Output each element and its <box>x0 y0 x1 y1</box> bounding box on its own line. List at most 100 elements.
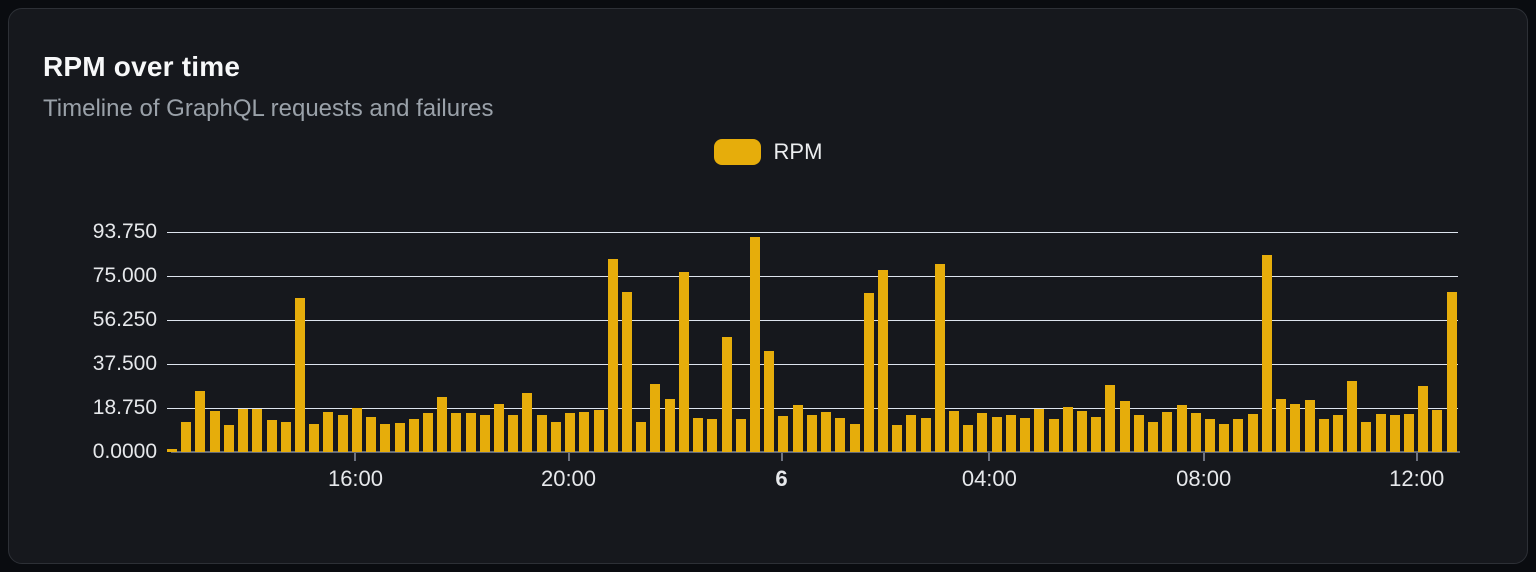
rpm-bar[interactable] <box>252 409 263 452</box>
legend: RPM <box>9 139 1527 165</box>
rpm-bar[interactable] <box>437 397 448 452</box>
rpm-bar[interactable] <box>1318 419 1329 452</box>
rpm-bar[interactable] <box>1247 413 1258 452</box>
rpm-bar[interactable] <box>1347 381 1358 452</box>
rpm-bar[interactable] <box>1404 413 1415 452</box>
rpm-bar[interactable] <box>735 419 746 452</box>
rpm-bar[interactable] <box>1446 291 1457 452</box>
rpm-bar[interactable] <box>323 412 334 452</box>
rpm-bar[interactable] <box>508 414 519 452</box>
rpm-bar[interactable] <box>1048 418 1059 452</box>
rpm-bar[interactable] <box>167 448 177 452</box>
rpm-bar[interactable] <box>1176 404 1187 452</box>
legend-item-rpm[interactable]: RPM <box>713 139 823 165</box>
rpm-bar[interactable] <box>622 292 632 452</box>
rpm-bar[interactable] <box>195 391 206 452</box>
rpm-bar[interactable] <box>550 421 561 452</box>
rpm-bar[interactable] <box>1432 410 1443 452</box>
rpm-bar[interactable] <box>764 351 775 452</box>
rpm-bar[interactable] <box>181 421 192 452</box>
chart-title: RPM over time <box>43 51 241 82</box>
rpm-bar[interactable] <box>266 420 277 452</box>
rpm-bar[interactable] <box>280 421 291 452</box>
rpm-bar[interactable] <box>479 414 490 452</box>
rpm-bar[interactable] <box>465 412 476 452</box>
rpm-bar[interactable] <box>664 399 675 452</box>
rpm-bar[interactable] <box>309 423 320 452</box>
rpm-bar[interactable] <box>593 410 604 452</box>
rpm-bar[interactable] <box>1005 415 1016 452</box>
rpm-bar[interactable] <box>1091 417 1102 452</box>
rpm-bar[interactable] <box>1119 401 1130 452</box>
rpm-bar[interactable] <box>707 419 718 452</box>
rpm-bar[interactable] <box>565 412 576 452</box>
rpm-bar[interactable] <box>877 269 888 452</box>
rpm-bar[interactable] <box>1290 403 1301 452</box>
rpm-bar[interactable] <box>607 258 618 452</box>
rpm-bar[interactable] <box>650 383 661 452</box>
rpm-chart-card: RPM over time Timeline of GraphQL reques… <box>8 8 1528 564</box>
rpm-bar[interactable] <box>991 417 1002 452</box>
rpm-bar[interactable] <box>337 414 348 452</box>
rpm-bar[interactable] <box>678 271 689 452</box>
rpm-bar[interactable] <box>451 413 462 452</box>
rpm-bar[interactable] <box>934 264 945 452</box>
rpm-bar[interactable] <box>294 298 305 452</box>
rpm-bar[interactable] <box>238 409 249 452</box>
rpm-bar[interactable] <box>223 425 234 452</box>
x-axis-tick-label: 04:00 <box>961 466 1017 491</box>
plot-area: 16:00 20:00 6 04:00 08:00 12:00 <box>167 232 1460 491</box>
rpm-bar[interactable] <box>209 411 220 452</box>
rpm-bar[interactable] <box>536 414 547 452</box>
rpm-bar[interactable] <box>1389 414 1400 452</box>
rpm-bar[interactable] <box>351 408 362 452</box>
rpm-bar[interactable] <box>579 412 590 452</box>
rpm-bar[interactable] <box>1133 415 1144 452</box>
rpm-bar[interactable] <box>806 414 817 452</box>
rpm-bar[interactable] <box>408 418 419 452</box>
rpm-bar[interactable] <box>949 410 960 452</box>
rpm-bar[interactable] <box>1219 424 1230 452</box>
rpm-bar[interactable] <box>693 417 704 452</box>
rpm-bar[interactable] <box>1204 419 1215 452</box>
legend-label: RPM <box>773 139 823 164</box>
rpm-bar[interactable] <box>1276 398 1287 452</box>
rpm-bar[interactable] <box>1375 413 1386 452</box>
rpm-bar[interactable] <box>1148 421 1159 452</box>
rpm-bar[interactable] <box>1361 421 1372 452</box>
rpm-bar[interactable] <box>380 423 391 452</box>
rpm-bar[interactable] <box>963 424 974 452</box>
rpm-bar[interactable] <box>892 424 903 452</box>
rpm-bar[interactable] <box>863 293 874 452</box>
rpm-bar[interactable] <box>721 337 732 452</box>
rpm-bar[interactable] <box>1418 386 1429 452</box>
rpm-bar[interactable] <box>636 422 647 452</box>
rpm-bar[interactable] <box>906 415 917 452</box>
rpm-bar[interactable] <box>1105 385 1116 452</box>
rpm-bar[interactable] <box>849 423 860 452</box>
rpm-bar[interactable] <box>1162 412 1173 452</box>
rpm-bar[interactable] <box>394 422 405 452</box>
rpm-bar[interactable] <box>1233 418 1244 452</box>
rpm-bar[interactable] <box>977 413 988 452</box>
rpm-bar[interactable] <box>792 404 803 452</box>
rpm-bar[interactable] <box>749 237 760 452</box>
rpm-bar[interactable] <box>1332 415 1343 452</box>
rpm-bar[interactable] <box>1062 406 1073 452</box>
rpm-bar[interactable] <box>522 392 533 452</box>
rpm-bar[interactable] <box>1020 417 1031 452</box>
rpm-bar[interactable] <box>920 417 931 452</box>
rpm-bar[interactable] <box>366 417 377 452</box>
rpm-bar[interactable] <box>821 412 832 452</box>
rpm-bar[interactable] <box>1077 410 1087 452</box>
rpm-bar[interactable] <box>1034 409 1045 452</box>
rpm-bar[interactable] <box>778 416 789 452</box>
rpm-bar[interactable] <box>1261 255 1272 452</box>
rpm-bar[interactable] <box>1304 399 1315 452</box>
y-axis-tick-label: 37.500 <box>92 352 157 375</box>
rpm-bar[interactable] <box>494 404 505 452</box>
rpm-bar[interactable] <box>1190 413 1201 452</box>
rpm-bar[interactable] <box>422 413 433 452</box>
rpm-bar[interactable] <box>835 417 846 452</box>
gridline <box>167 408 1458 409</box>
